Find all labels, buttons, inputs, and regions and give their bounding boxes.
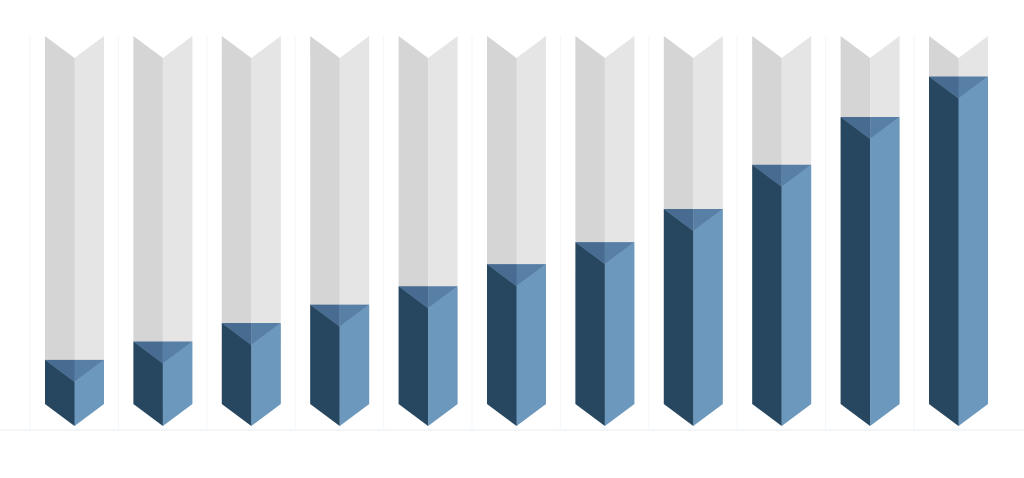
bar-fill-left-face — [840, 116, 871, 427]
bar-fill-left-face — [663, 208, 694, 426]
bar-fill-right-face — [958, 76, 988, 426]
bar-fill-top-left — [133, 341, 163, 364]
bar-fill-left-face — [487, 264, 517, 426]
bar-fill-top-left — [487, 264, 517, 287]
bar-fill-right-face — [693, 208, 723, 426]
bar-fill-top-right — [251, 323, 281, 346]
bar-fill-top-left — [310, 304, 340, 327]
bar-fill-top-right — [604, 242, 635, 265]
bar-fill-right-face — [251, 323, 281, 426]
bar-fill-top-left — [45, 359, 75, 382]
track-right-face — [162, 36, 193, 426]
bar-fill-right-face — [339, 304, 370, 426]
bar-fill-left-face — [133, 341, 163, 426]
track-right-face — [74, 36, 104, 426]
bar-fill-right-face — [781, 164, 812, 427]
bar-fill-right-face — [428, 286, 458, 426]
bar-fill-top-left — [221, 323, 252, 346]
track-left-face — [45, 36, 75, 426]
bar-fill-top-right — [516, 264, 546, 287]
bar-fill-right-face — [604, 242, 635, 426]
bar-fill-top-left — [840, 116, 871, 139]
bar-fill-right-face — [516, 264, 546, 426]
bar-fill-top-right — [162, 341, 193, 364]
bar-fill-left-face — [752, 164, 782, 427]
bar-fill-right-face — [870, 116, 900, 427]
bar-fill-top-right — [693, 208, 723, 231]
bar-fill-left-face — [221, 323, 252, 426]
bar-fill-top-right — [781, 164, 812, 187]
bar-fill-top-left — [929, 76, 959, 99]
bar-fill-top-right — [870, 116, 900, 139]
bar-fill-left-face — [929, 76, 959, 426]
bar-fill-top-left — [398, 286, 429, 309]
bar-fill-top-right — [74, 359, 104, 382]
bar-fill-top-right — [958, 76, 988, 99]
bar-fill-top-right — [339, 304, 370, 327]
bar-fill-top-left — [663, 208, 694, 231]
track-left-face — [133, 36, 163, 426]
bar-fill-top-left — [575, 242, 605, 265]
bar-fill-top-right — [428, 286, 458, 309]
bar-fill-right-face — [162, 341, 193, 426]
bar-fill-left-face — [575, 242, 605, 426]
bar-fill-right-face — [74, 359, 104, 426]
bar-fill-left-face — [310, 304, 340, 426]
bar-fill-top-left — [752, 164, 782, 187]
bar-fill-left-face — [398, 286, 429, 426]
bar-fill-left-face — [45, 359, 75, 426]
